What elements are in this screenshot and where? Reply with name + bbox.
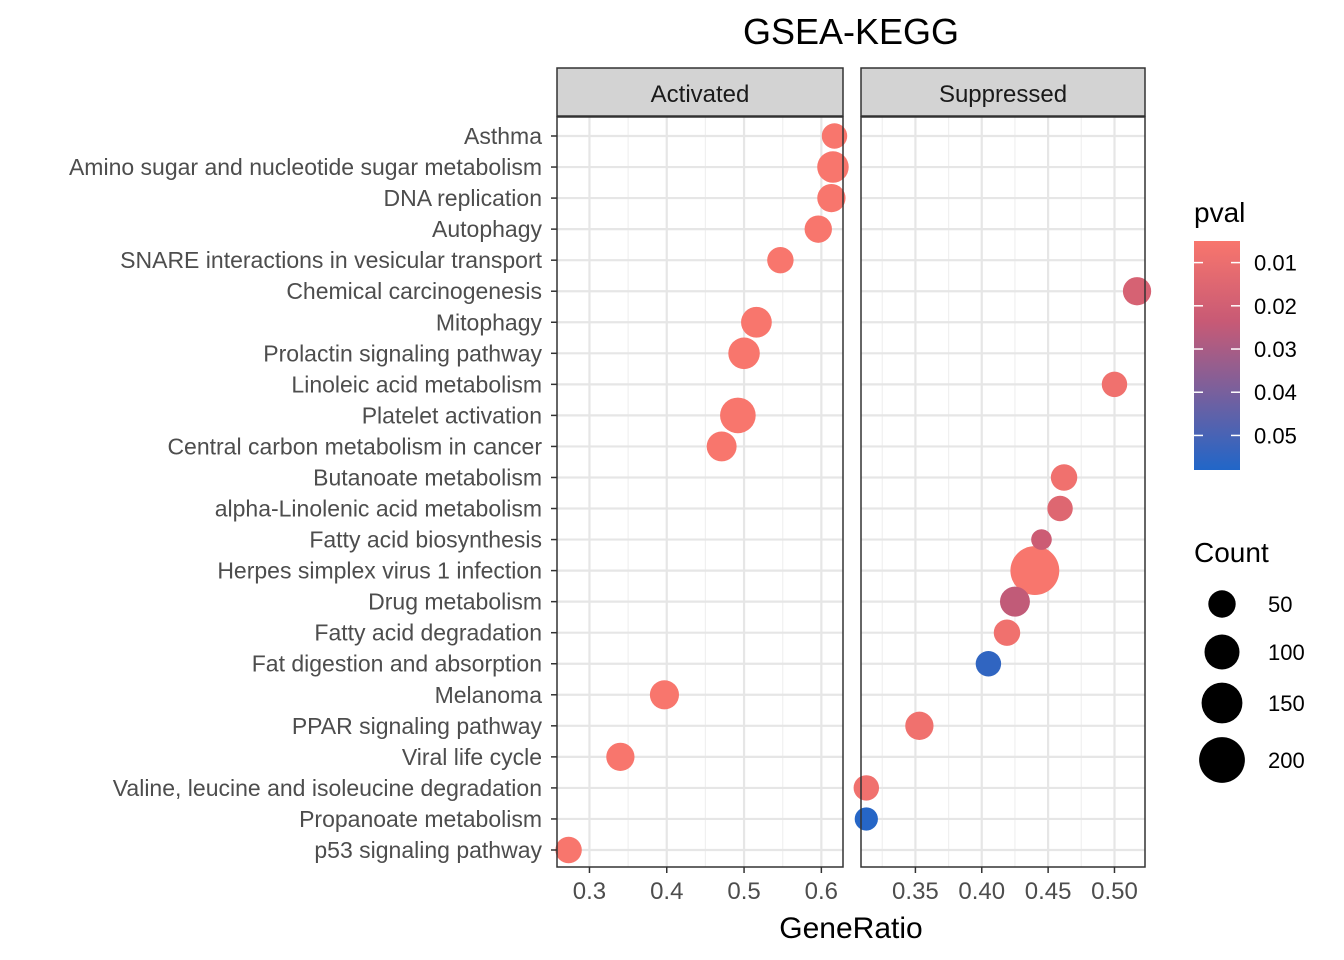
y-label-propanoate-metabolism: Propanoate metabolism (299, 806, 542, 832)
y-label-valine-leucine-and-isoleucine-degradation: Valine, leucine and isoleucine degradati… (113, 775, 542, 801)
count-legend-label: 50 (1268, 592, 1292, 617)
point-valine-leucine-and-isoleucine-degradation (854, 775, 879, 800)
count-legend-key (1205, 635, 1240, 670)
y-label-dna-replication: DNA replication (383, 185, 542, 211)
panel-suppressed: Suppressed 0.35 0.40 0.45 0.50 (854, 68, 1152, 905)
point-snare-interactions-in-vesicular-transport (767, 247, 793, 273)
panel-activated: Activated 0.3 0.4 0.5 0.6 (555, 68, 848, 905)
x-tick-label: 0.40 (958, 878, 1005, 905)
point-linoleic-acid-metabolism (1102, 372, 1127, 397)
x-tick-label: 0.4 (650, 878, 683, 905)
pval-tick-label: 0.02 (1254, 294, 1297, 319)
point-dna-replication (817, 184, 845, 212)
count-legend-key (1199, 737, 1245, 783)
y-label-viral-life-cycle: Viral life cycle (402, 744, 542, 770)
point-central-carbon-metabolism-in-cancer (707, 431, 737, 461)
y-label-linoleic-acid-metabolism: Linoleic acid metabolism (291, 371, 542, 397)
y-label-ppar-signaling-pathway: PPAR signaling pathway (292, 713, 543, 739)
y-axis-labels: Asthma Amino sugar and nucleotide sugar m… (69, 123, 557, 863)
y-label-butanoate-metabolism: Butanoate metabolism (313, 464, 542, 490)
point-mitophagy (741, 307, 772, 338)
pval-tick-label: 0.05 (1254, 423, 1297, 448)
point-prolactin-signaling-pathway (728, 338, 760, 370)
point-platelet-activation (720, 398, 756, 434)
point-chemical-carcinogenesis (1123, 277, 1151, 305)
point-amino-sugar-and-nucleotide-sugar-metabolism (817, 151, 849, 183)
y-label-prolactin-signaling-pathway: Prolactin signaling pathway (263, 340, 542, 366)
point-butanoate-metabolism (1051, 464, 1077, 490)
point-viral-life-cycle (606, 743, 634, 771)
point-fatty-acid-degradation (994, 619, 1020, 645)
pval-legend-title: pval (1194, 197, 1245, 228)
y-label-fatty-acid-degradation: Fatty acid degradation (314, 620, 542, 646)
y-label-snare-interactions-in-vesicular-transport: SNARE interactions in vesicular transpor… (120, 247, 542, 273)
y-label-melanoma: Melanoma (435, 682, 543, 708)
x-tick-label: 0.35 (892, 878, 939, 905)
y-label-p53-signaling-pathway: p53 signaling pathway (314, 837, 542, 863)
y-label-amino-sugar-and-nucleotide-sugar-metabolism: Amino sugar and nucleotide sugar metabol… (69, 154, 542, 180)
count-legend-label: 100 (1268, 640, 1305, 665)
x-tick-label: 0.5 (727, 878, 760, 905)
panel-strip-label: Activated (651, 81, 750, 108)
y-label-alpha-linolenic-acid-metabolism: alpha-Linolenic acid metabolism (215, 496, 542, 522)
panels: Activated 0.3 0.4 0.5 0.6 Suppressed 0.35 0.40 0… (555, 68, 1151, 905)
point-autophagy (805, 215, 832, 242)
y-label-central-carbon-metabolism-in-cancer: Central carbon metabolism in cancer (167, 433, 542, 459)
point-melanoma (650, 680, 679, 709)
pval-tick-label: 0.04 (1254, 380, 1297, 405)
count-legend: Count 50 100 150 200 (1194, 537, 1305, 783)
y-label-platelet-activation: Platelet activation (362, 402, 542, 428)
pval-tick-label: 0.01 (1254, 251, 1297, 276)
panel-strip-label: Suppressed (939, 81, 1067, 108)
point-alpha-linolenic-acid-metabolism (1047, 496, 1072, 521)
y-label-fatty-acid-biosynthesis: Fatty acid biosynthesis (309, 527, 542, 553)
y-label-herpes-simplex-virus-1-infection: Herpes simplex virus 1 infection (217, 558, 542, 584)
count-legend-key (1202, 683, 1243, 724)
x-tick-label: 0.3 (573, 878, 606, 905)
chart-title: GSEA-KEGG (743, 11, 959, 52)
point-p53-signaling-pathway (555, 837, 581, 863)
count-legend-key (1208, 590, 1235, 617)
point-propanoate-metabolism (855, 807, 878, 830)
count-legend-title: Count (1194, 537, 1269, 568)
x-tick-label: 0.50 (1091, 878, 1138, 905)
y-label-fat-digestion-and-absorption: Fat digestion and absorption (252, 651, 542, 677)
point-fatty-acid-biosynthesis (1031, 529, 1052, 550)
x-tick-label: 0.45 (1025, 878, 1072, 905)
pval-legend: pval 0.01 0.02 0.03 0.04 0.05 (1194, 197, 1297, 470)
pval-tick-label: 0.03 (1254, 337, 1297, 362)
point-drug-metabolism (1000, 587, 1030, 617)
point-ppar-signaling-pathway (905, 712, 933, 740)
x-tick-label: 0.6 (805, 878, 838, 905)
count-legend-label: 200 (1268, 748, 1305, 773)
count-legend-label: 150 (1268, 691, 1305, 716)
y-label-chemical-carcinogenesis: Chemical carcinogenesis (286, 278, 542, 304)
y-label-mitophagy: Mitophagy (436, 309, 543, 335)
point-fat-digestion-and-absorption (976, 651, 1001, 676)
y-label-drug-metabolism: Drug metabolism (368, 589, 542, 615)
y-label-asthma: Asthma (464, 123, 542, 149)
y-label-autophagy: Autophagy (432, 216, 542, 242)
x-axis-title: GeneRatio (779, 912, 922, 945)
